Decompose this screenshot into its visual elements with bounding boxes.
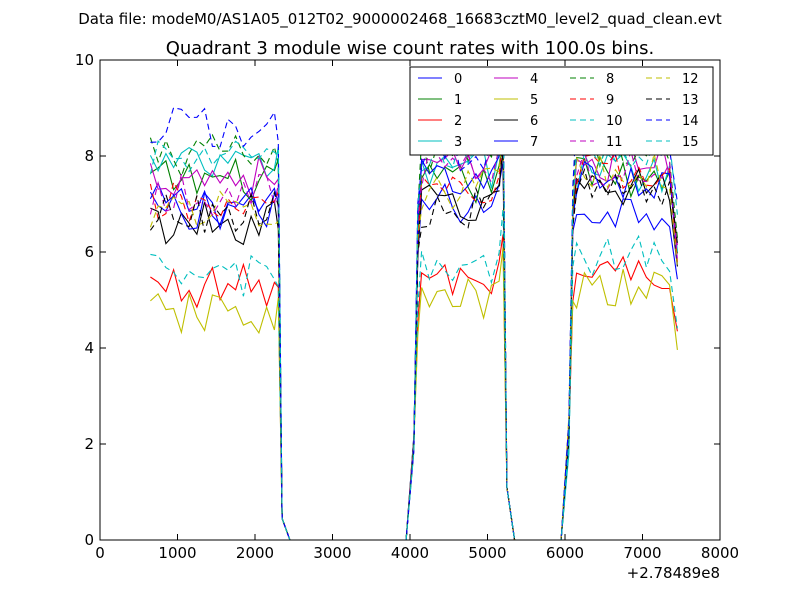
y-tick-label: 0: [84, 531, 94, 549]
series-line-5: [150, 247, 678, 541]
series-line-6: [150, 149, 678, 541]
legend-label-14: 14: [682, 114, 699, 129]
series-line-15: [149, 83, 678, 541]
x-tick-label: 2000: [236, 544, 274, 562]
y-tick-label: 10: [75, 51, 94, 69]
y-tick-label: 4: [84, 339, 94, 357]
series-line-2: [150, 234, 678, 541]
series-line-12: [149, 123, 678, 541]
x-tick-label: 3000: [313, 544, 351, 562]
legend-label-7: 7: [530, 135, 538, 150]
y-tick-label: 8: [84, 147, 94, 165]
legend-box: [409, 66, 714, 156]
legend-label-1: 1: [454, 93, 462, 108]
legend-label-13: 13: [682, 93, 699, 108]
x-tick-label: 0: [95, 544, 105, 562]
y-tick-label: 6: [84, 243, 94, 261]
series-line-11: [149, 101, 678, 541]
legend-label-8: 8: [606, 72, 614, 87]
chart-suptitle: Data file: modeM0/AS1A05_012T02_90000024…: [78, 10, 722, 29]
legend-label-2: 2: [454, 114, 462, 129]
x-tick-label: 1000: [158, 544, 196, 562]
y-tick-label: 2: [84, 435, 94, 453]
legend-label-15: 15: [682, 135, 699, 150]
series-line-8: [149, 97, 678, 541]
legend-label-11: 11: [606, 135, 623, 150]
x-tick-label: 8000: [701, 544, 739, 562]
x-tick-label: 4000: [391, 544, 429, 562]
x-offset-label: +2.78489e8: [627, 564, 720, 582]
x-tick-label: 5000: [468, 544, 506, 562]
legend-label-6: 6: [530, 114, 538, 129]
series-line-0: [149, 161, 678, 541]
x-tick-label: 6000: [546, 544, 584, 562]
chart-title: Quadrant 3 module wise count rates with …: [166, 38, 655, 59]
legend-label-0: 0: [454, 72, 462, 87]
legend-label-10: 10: [606, 114, 623, 129]
x-tick-label: 7000: [623, 544, 661, 562]
series-line-10: [150, 208, 678, 541]
legend-label-4: 4: [530, 72, 538, 87]
legend-label-3: 3: [454, 135, 462, 150]
series-line-13: [149, 140, 678, 541]
series-line-7: [149, 118, 678, 541]
legend-label-5: 5: [530, 93, 538, 108]
series-line-9: [149, 133, 678, 541]
legend-label-9: 9: [606, 93, 614, 108]
legend-label-12: 12: [682, 72, 699, 87]
